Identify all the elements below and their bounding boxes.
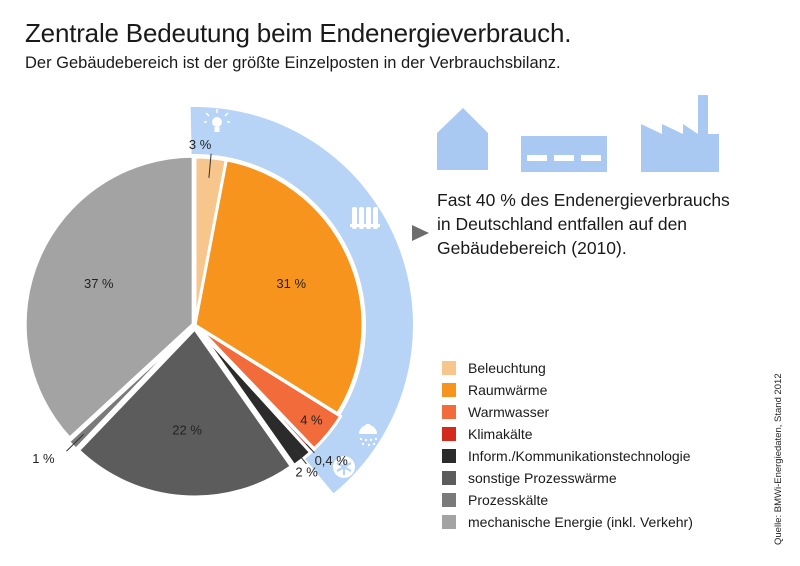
pointer-triangle-icon bbox=[412, 225, 429, 241]
label-leader-line bbox=[66, 434, 84, 452]
pie-slice bbox=[23, 154, 195, 440]
chart-title: Zentrale Bedeutung beim Endenergieverbra… bbox=[25, 18, 572, 48]
radiator-icon bbox=[350, 207, 380, 229]
legend-label: sonstige Prozesswärme bbox=[468, 470, 617, 486]
factory-icon bbox=[641, 95, 719, 172]
building-sector-band bbox=[190, 107, 413, 494]
legend-swatch bbox=[442, 471, 456, 485]
legend-swatch bbox=[442, 361, 456, 375]
house-icon bbox=[437, 108, 488, 170]
legend-item: sonstige Prozesswärme bbox=[442, 467, 693, 489]
info-text-line: Fast 40 % des Endenergieverbrauchs bbox=[437, 190, 730, 210]
legend-label: mechanische Energie (inkl. Verkehr) bbox=[468, 514, 693, 530]
office-building-icon bbox=[521, 136, 607, 172]
lightbulb-icon bbox=[204, 109, 230, 132]
legend-item: Raumwärme bbox=[442, 379, 693, 401]
label-leader-line bbox=[208, 153, 212, 178]
legend-item: Beleuchtung bbox=[442, 357, 693, 379]
legend-item: Warmwasser bbox=[442, 401, 693, 423]
legend-item: Prozesskälte bbox=[442, 489, 693, 511]
shower-icon bbox=[359, 424, 378, 447]
chart-subtitle: Der Gebäudebereich ist der größte Einzel… bbox=[25, 54, 561, 72]
slice-label: 4 % bbox=[300, 413, 323, 428]
slice-label: 31 % bbox=[276, 276, 306, 291]
info-text-line: Gebäudebereich (2010). bbox=[437, 238, 627, 258]
source-note: Quelle: BMWi-Energiedaten, Stand 2012 bbox=[773, 373, 784, 545]
slice-label: 37 % bbox=[84, 276, 114, 291]
legend-label: Prozesskälte bbox=[468, 492, 549, 508]
legend-label: Raumwärme bbox=[468, 382, 548, 398]
legend-swatch bbox=[442, 383, 456, 397]
label-leader-line bbox=[294, 449, 307, 465]
legend-swatch bbox=[442, 493, 456, 507]
slice-label: 1 % bbox=[32, 451, 55, 466]
info-text-line: in Deutschland entfallen auf den bbox=[437, 214, 688, 234]
legend-item: Inform./Kommunikationstechnologie bbox=[442, 445, 693, 467]
legend-label: Beleuchtung bbox=[468, 360, 546, 376]
legend-swatch bbox=[442, 405, 456, 419]
legend-label: Warmwasser bbox=[468, 404, 550, 420]
legend-item: mechanische Energie (inkl. Verkehr) bbox=[442, 511, 693, 533]
legend-label: Inform./Kommunikationstechnologie bbox=[468, 448, 691, 464]
snowflake-icon bbox=[333, 456, 355, 478]
legend-swatch bbox=[442, 427, 456, 441]
legend-item: Klimakälte bbox=[442, 423, 693, 445]
legend-label: Klimakälte bbox=[468, 426, 533, 442]
slice-label: 3 % bbox=[189, 137, 212, 152]
chart-legend: Beleuchtung Raumwärme Warmwasser Klimakä… bbox=[442, 357, 693, 533]
slice-label: 0,4 % bbox=[315, 453, 349, 468]
label-leader-line bbox=[305, 443, 315, 454]
pie-slice bbox=[77, 327, 293, 499]
slice-label: 22 % bbox=[172, 423, 202, 438]
slice-label: 2 % bbox=[295, 465, 318, 480]
info-text: Fast 40 % des Endenergieverbrauchs in De… bbox=[437, 188, 777, 260]
legend-swatch bbox=[442, 515, 456, 529]
legend-swatch bbox=[442, 449, 456, 463]
